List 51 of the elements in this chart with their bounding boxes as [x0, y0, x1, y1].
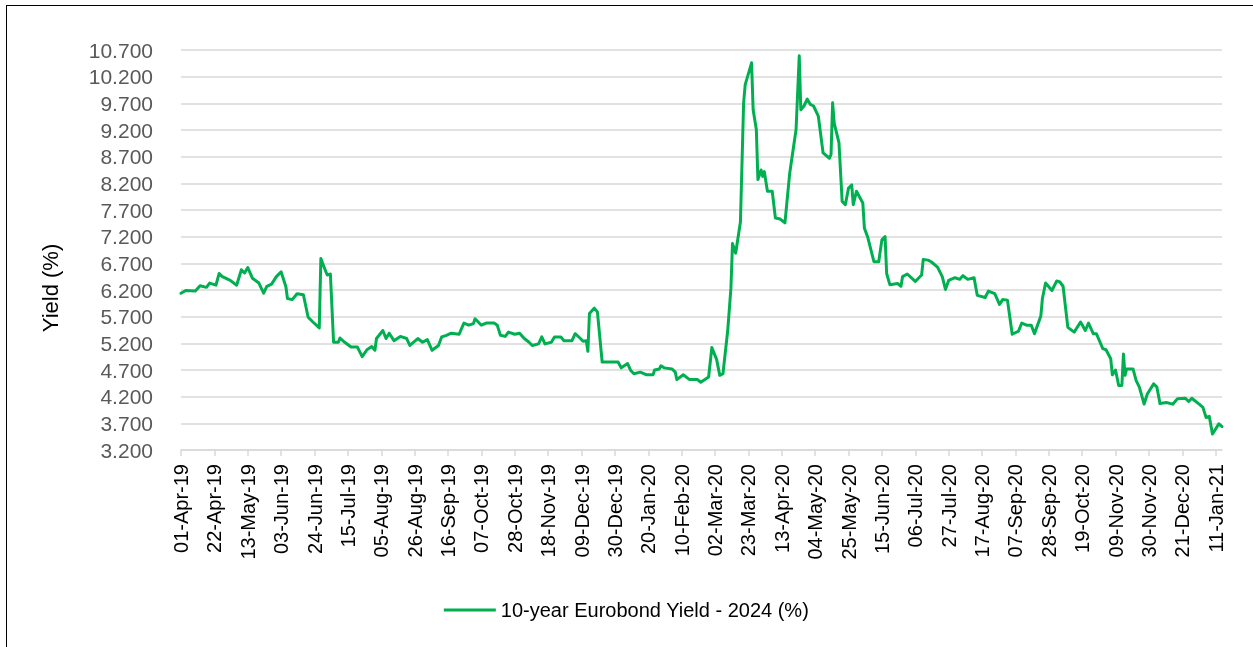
- y-tick-label: 9.200: [100, 118, 153, 142]
- y-tick-label: 8.200: [100, 171, 153, 195]
- x-tick-label: 16-Sep-19: [437, 464, 459, 558]
- x-tick-label: 17-Aug-20: [971, 464, 994, 558]
- y-tick-label: 6.200: [100, 278, 153, 302]
- y-tick-label: 8.700: [100, 145, 153, 169]
- y-tick-label: 7.200: [100, 225, 153, 249]
- x-tick-label: 18-Nov-19: [537, 464, 560, 558]
- x-tick-label: 22-Apr-19: [203, 464, 226, 553]
- x-tick-label: 04-May-20: [804, 464, 827, 560]
- x-tick-label: 09-Dec-19: [570, 464, 593, 558]
- x-tick-label: 30-Nov-20: [1137, 464, 1160, 558]
- x-tick-label: 19-Oct-20: [1071, 464, 1094, 553]
- y-axis-title: Yield (%): [37, 243, 63, 333]
- x-tick-label: 02-Mar-20: [704, 464, 727, 557]
- y-tick-label: 4.200: [100, 385, 153, 409]
- x-tick-label: 07-Sep-20: [1004, 464, 1027, 558]
- x-tick-label: 15-Jul-19: [336, 464, 359, 548]
- x-tick-label: 13-May-19: [236, 464, 259, 560]
- x-tick-label: 10-Feb-20: [670, 464, 693, 557]
- x-tick-label: 20-Jan-20: [637, 464, 660, 555]
- y-tick-label: 9.700: [100, 91, 153, 115]
- x-tick-label: 01-Apr-19: [170, 464, 192, 553]
- y-tick-label: 6.700: [100, 251, 153, 275]
- y-tick-label: 10.200: [88, 65, 153, 89]
- x-tick-label: 11-Jan-21: [1204, 464, 1227, 553]
- y-tick-label: 4.700: [100, 358, 153, 382]
- y-tick-label: 5.200: [100, 331, 153, 355]
- x-tick-label: 07-Oct-19: [470, 464, 493, 553]
- y-tick-label: 3.200: [100, 438, 153, 462]
- y-tick-label: 5.700: [100, 305, 153, 329]
- x-tick-label: 24-Jun-19: [303, 464, 326, 555]
- x-tick-label: 25-May-20: [837, 464, 860, 560]
- y-tick-label: 10.700: [88, 38, 153, 62]
- x-tick-label: 15-Jun-20: [870, 464, 893, 555]
- x-tick-label: 21-Dec-20: [1171, 464, 1194, 558]
- x-tick-label: 05-Aug-19: [370, 464, 393, 558]
- y-tick-label: 7.700: [100, 198, 153, 222]
- line-series: [179, 54, 1224, 436]
- x-tick-label: 28-Sep-20: [1037, 464, 1060, 558]
- x-tick-label: 30-Dec-19: [603, 464, 626, 558]
- x-tick-label: 27-Jul-20: [937, 464, 960, 548]
- x-tick-label: 13-Apr-20: [770, 464, 793, 553]
- x-tick-label: 26-Aug-19: [403, 464, 426, 558]
- x-tick-label: 23-Mar-20: [737, 464, 760, 557]
- x-tick-label: 06-Jul-20: [904, 464, 927, 548]
- x-tick-label: 09-Nov-20: [1104, 464, 1127, 558]
- y-tick-label: 3.700: [100, 411, 153, 435]
- x-tick-label: 28-Oct-19: [503, 464, 526, 553]
- legend-label: 10-year Eurobond Yield - 2024 (%): [500, 599, 809, 621]
- x-tick-label: 03-Jun-19: [270, 464, 293, 555]
